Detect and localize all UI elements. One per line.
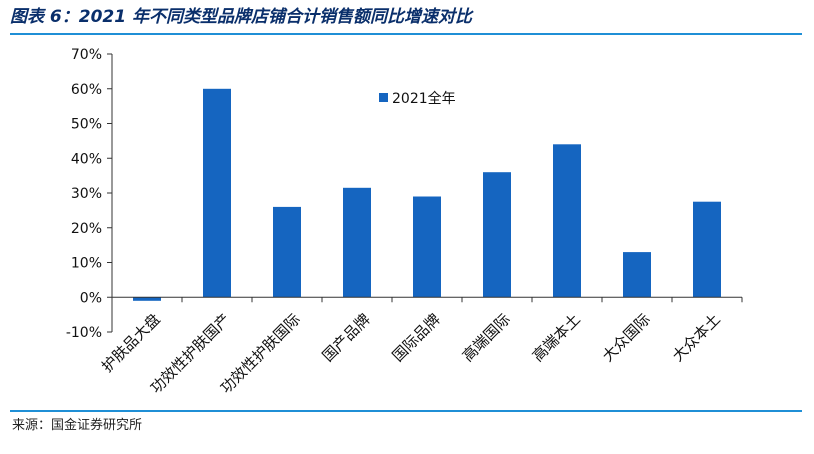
y-tick-label: 40% — [71, 151, 102, 167]
bar — [203, 88, 231, 298]
y-tick-label: 20% — [71, 221, 102, 237]
source-note: 来源：国金证券研究所 — [12, 418, 143, 433]
bar — [553, 144, 581, 298]
figure-title: 图表 6：2021 年不同类型品牌店铺合计销售额同比增速对比 — [10, 7, 472, 27]
bar — [413, 196, 441, 298]
bar — [343, 187, 371, 298]
x-tick-label: 大众本土 — [669, 310, 724, 365]
y-tick-label: 0% — [80, 290, 102, 306]
bar — [693, 201, 721, 298]
y-tick-label: 60% — [71, 82, 102, 98]
y-axis: -10% 0% 10% 20% 30% 40% 50% 60% 70% — [66, 47, 113, 341]
bars — [133, 88, 721, 301]
x-tick-label: 国际品牌 — [389, 310, 444, 365]
x-tick-label: 护肤品大盘 — [98, 310, 164, 376]
bar — [483, 172, 511, 298]
y-tick-label: -10% — [66, 325, 102, 341]
source-divider — [10, 410, 802, 412]
x-tick-label: 高端本土 — [529, 310, 584, 365]
bar — [623, 252, 651, 298]
x-axis: 护肤品大盘功效性护肤国产功效性护肤国际 国产品牌 国际品牌 高端国际 高端本土 大众国际大… — [98, 296, 743, 397]
x-tick-label: 高端国际 — [459, 310, 514, 365]
y-tick-label: 50% — [71, 117, 102, 133]
legend-label: 2021全年 — [392, 90, 456, 107]
y-tick-label: 30% — [71, 186, 102, 202]
x-tick-label: 国产品牌 — [319, 310, 374, 365]
bar-chart: -10% 0% 10% 20% 30% 40% 50% 60% 70% 护肤品大盘功效性护肤国产… — [66, 47, 743, 397]
x-tick-label: 大众国际 — [599, 310, 654, 365]
legend: 2021全年 — [379, 90, 456, 107]
y-tick-label: 70% — [71, 47, 102, 63]
title-divider — [10, 33, 802, 35]
bar — [273, 206, 301, 298]
legend-swatch — [379, 93, 388, 102]
bar — [133, 297, 161, 301]
y-tick-label: 10% — [71, 256, 102, 272]
